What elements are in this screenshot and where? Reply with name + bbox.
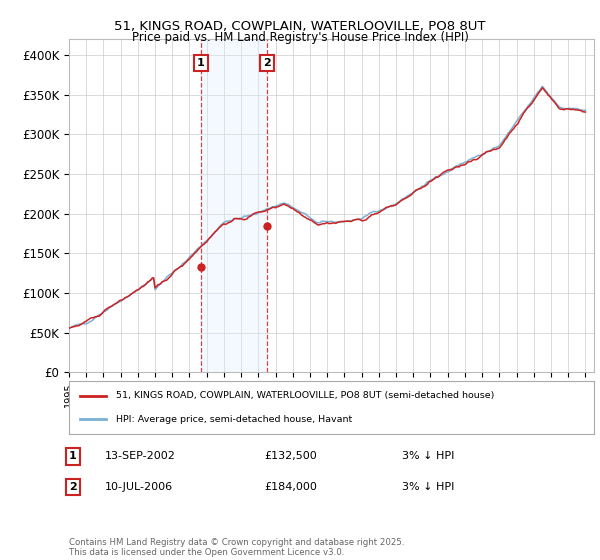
Text: 2: 2 [69, 482, 77, 492]
Text: 51, KINGS ROAD, COWPLAIN, WATERLOOVILLE, PO8 8UT (semi-detached house): 51, KINGS ROAD, COWPLAIN, WATERLOOVILLE,… [116, 391, 494, 400]
Text: 2: 2 [263, 58, 271, 68]
Text: 51, KINGS ROAD, COWPLAIN, WATERLOOVILLE, PO8 8UT: 51, KINGS ROAD, COWPLAIN, WATERLOOVILLE,… [114, 20, 486, 32]
Text: HPI: Average price, semi-detached house, Havant: HPI: Average price, semi-detached house,… [116, 414, 353, 423]
Text: 13-SEP-2002: 13-SEP-2002 [105, 451, 176, 461]
Text: Contains HM Land Registry data © Crown copyright and database right 2025.
This d: Contains HM Land Registry data © Crown c… [69, 538, 404, 557]
Text: £184,000: £184,000 [264, 482, 317, 492]
Text: £132,500: £132,500 [264, 451, 317, 461]
Text: 3% ↓ HPI: 3% ↓ HPI [402, 482, 454, 492]
Text: Price paid vs. HM Land Registry's House Price Index (HPI): Price paid vs. HM Land Registry's House … [131, 31, 469, 44]
Text: 3% ↓ HPI: 3% ↓ HPI [402, 451, 454, 461]
Text: 1: 1 [197, 58, 205, 68]
Bar [201, 39, 267, 372]
Text: 1: 1 [69, 451, 77, 461]
Text: 10-JUL-2006: 10-JUL-2006 [105, 482, 173, 492]
